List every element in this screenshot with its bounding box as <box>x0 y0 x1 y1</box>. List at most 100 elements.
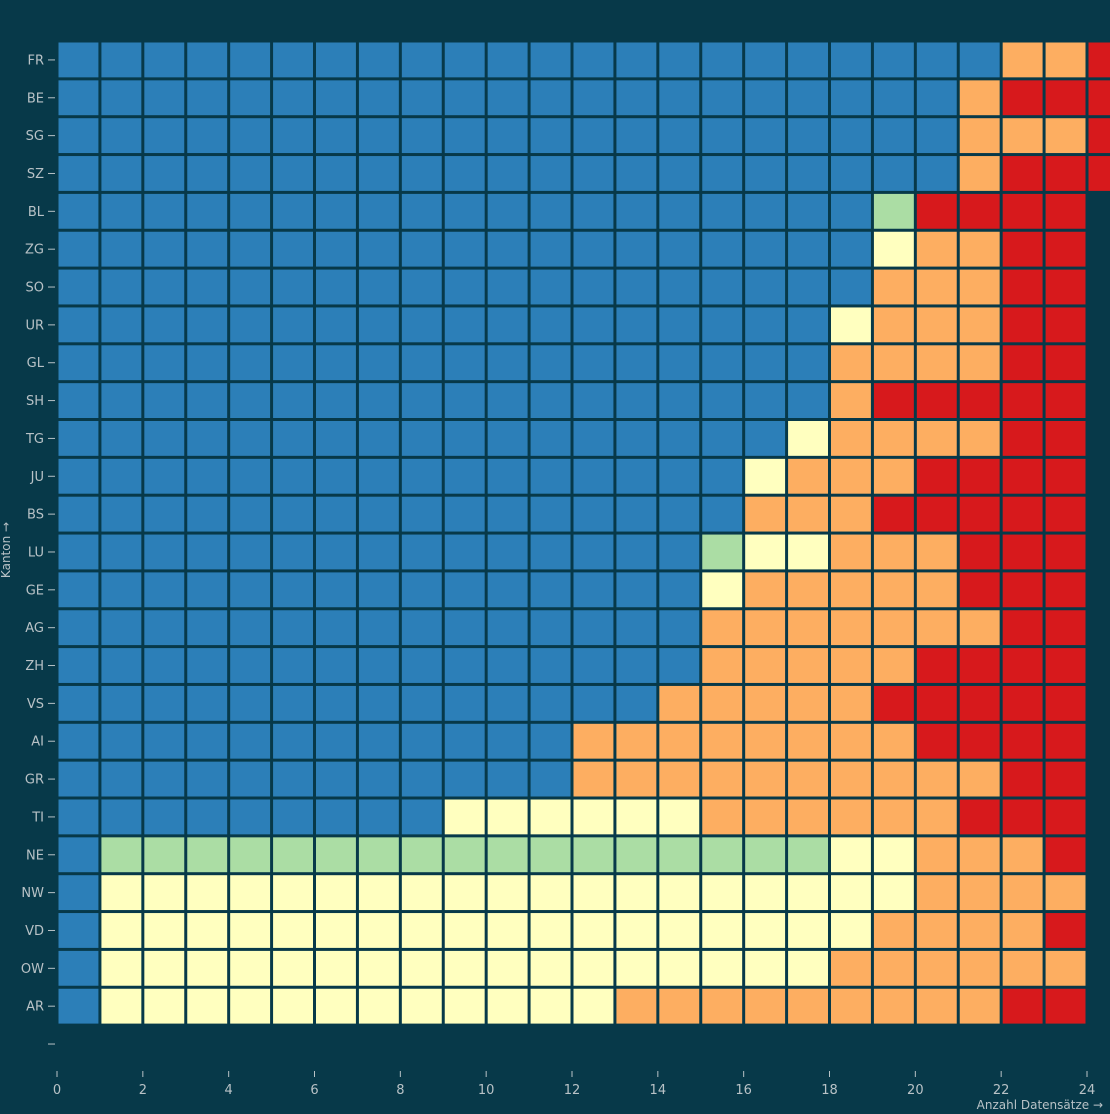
heatmap-cell <box>1003 80 1043 115</box>
heatmap-cell <box>59 270 99 305</box>
heatmap-cell <box>531 43 571 78</box>
heatmap-cell <box>917 194 957 229</box>
heatmap-cell <box>230 875 270 910</box>
heatmap-cell <box>273 80 313 115</box>
heatmap-cell <box>745 345 785 380</box>
heatmap-cell <box>960 837 1000 872</box>
heatmap-cell <box>1046 535 1086 570</box>
heatmap-cell <box>1003 459 1043 494</box>
heatmap-cell <box>316 724 356 759</box>
heatmap-cell <box>101 232 141 267</box>
heatmap-cell <box>144 572 184 607</box>
heatmap-cell <box>59 156 99 191</box>
heatmap-cell <box>187 572 227 607</box>
y-tick-label: UR <box>25 318 44 333</box>
heatmap-cell <box>616 762 656 797</box>
heatmap-cell <box>230 989 270 1024</box>
x-tick-label: 4 <box>225 1083 233 1098</box>
heatmap-cell <box>917 459 957 494</box>
heatmap-cell <box>574 194 614 229</box>
heatmap-cell <box>874 648 914 683</box>
heatmap-cell <box>1046 951 1086 986</box>
heatmap-cell <box>574 989 614 1024</box>
heatmap-cell <box>359 913 399 948</box>
heatmap-cell <box>359 232 399 267</box>
heatmap-cell <box>1003 156 1043 191</box>
heatmap-cell <box>1003 270 1043 305</box>
heatmap-cell <box>488 270 528 305</box>
heatmap-cell <box>531 307 571 342</box>
y-tick-label: LU <box>28 545 44 560</box>
heatmap-cell <box>402 951 442 986</box>
heatmap-cell <box>659 572 699 607</box>
heatmap-cell <box>1003 232 1043 267</box>
heatmap-cell <box>359 951 399 986</box>
heatmap-cell <box>101 80 141 115</box>
heatmap-cell <box>230 648 270 683</box>
heatmap-cell <box>574 383 614 418</box>
heatmap-cell <box>1003 535 1043 570</box>
heatmap-cell <box>960 421 1000 456</box>
heatmap-cell <box>445 270 485 305</box>
heatmap-cell <box>488 80 528 115</box>
heatmap-cell <box>745 686 785 721</box>
heatmap-cell <box>831 686 871 721</box>
heatmap-cell <box>1003 648 1043 683</box>
heatmap-cell <box>101 572 141 607</box>
heatmap-cell <box>917 837 957 872</box>
heatmap-cell <box>831 156 871 191</box>
heatmap-cell <box>316 383 356 418</box>
heatmap-cell <box>316 535 356 570</box>
heatmap-cell <box>359 572 399 607</box>
heatmap-cell <box>917 232 957 267</box>
heatmap-cell <box>359 837 399 872</box>
heatmap-cell <box>574 800 614 835</box>
heatmap-cell <box>702 648 742 683</box>
heatmap-cell <box>960 913 1000 948</box>
heatmap-cell <box>531 156 571 191</box>
heatmap-cell <box>488 383 528 418</box>
heatmap-cell <box>960 307 1000 342</box>
heatmap-cell <box>445 648 485 683</box>
heatmap-cell <box>187 686 227 721</box>
heatmap-cell <box>960 648 1000 683</box>
heatmap-cell <box>445 345 485 380</box>
heatmap-cell <box>702 875 742 910</box>
heatmap-cell <box>1046 232 1086 267</box>
heatmap-cell <box>531 572 571 607</box>
heatmap-cell <box>187 383 227 418</box>
heatmap-cell <box>574 459 614 494</box>
heatmap-cell <box>917 724 957 759</box>
y-tick-label: GE <box>26 583 44 598</box>
heatmap-cell <box>402 724 442 759</box>
heatmap-cell <box>702 156 742 191</box>
heatmap-cell <box>316 80 356 115</box>
heatmap-cell <box>230 156 270 191</box>
heatmap-cell <box>574 270 614 305</box>
heatmap-cell <box>745 307 785 342</box>
heatmap-cell <box>831 800 871 835</box>
heatmap-cell <box>230 459 270 494</box>
heatmap-cell <box>917 572 957 607</box>
heatmap-cell <box>59 194 99 229</box>
heatmap-cell <box>359 118 399 153</box>
heatmap-cell <box>574 951 614 986</box>
heatmap-cell <box>316 610 356 645</box>
heatmap-cell <box>531 535 571 570</box>
heatmap-cell <box>745 951 785 986</box>
heatmap-cell <box>874 762 914 797</box>
heatmap-cell <box>788 307 828 342</box>
x-tick-label: 24 <box>1079 1083 1096 1098</box>
heatmap-cell <box>574 43 614 78</box>
heatmap-cell <box>445 43 485 78</box>
heatmap-cell <box>488 837 528 872</box>
heatmap-cell <box>144 951 184 986</box>
heatmap-cell <box>659 648 699 683</box>
heatmap-cell <box>745 80 785 115</box>
heatmap-cell <box>874 837 914 872</box>
heatmap-cell <box>230 80 270 115</box>
heatmap-cell <box>273 535 313 570</box>
heatmap-cell <box>101 459 141 494</box>
heatmap-cell <box>917 648 957 683</box>
heatmap-cell <box>187 156 227 191</box>
